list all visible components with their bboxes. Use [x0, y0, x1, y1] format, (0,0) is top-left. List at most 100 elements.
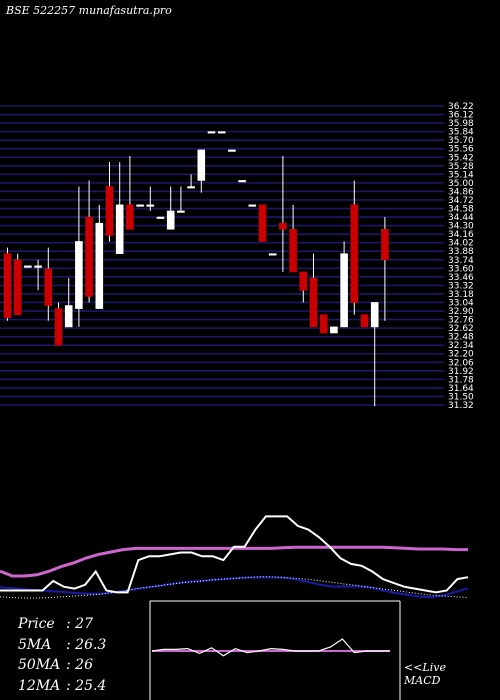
candle — [34, 259, 42, 291]
candle-body — [381, 228, 389, 261]
candle-body — [146, 204, 155, 207]
candle-body — [299, 271, 308, 291]
macd-line — [151, 638, 390, 657]
y-tick-label: 34.16 — [448, 230, 474, 240]
candle — [156, 216, 165, 219]
y-tick-label: 34.58 — [448, 205, 474, 215]
candle — [340, 241, 348, 328]
candle — [319, 314, 328, 334]
candle — [44, 247, 53, 321]
candle — [126, 156, 134, 230]
candle-body — [258, 204, 267, 242]
candle-body — [156, 216, 165, 219]
candle-body — [34, 265, 42, 268]
stat-50ma: 50MA : 26 — [18, 655, 106, 676]
y-tick-label: 35.98 — [448, 119, 474, 129]
candle-body — [115, 204, 124, 254]
candle — [177, 186, 185, 213]
candle-body — [330, 326, 338, 334]
y-tick-label: 31.50 — [448, 392, 474, 402]
candle-body — [54, 308, 63, 346]
candlestick-series — [3, 131, 389, 407]
candle — [258, 204, 267, 242]
indicator-lines — [0, 515, 469, 599]
ma12-label: 12MA — [18, 677, 61, 694]
candle — [197, 149, 206, 193]
y-tick-labels: 36.2236.1235.9835.8435.7035.5635.4235.28… — [448, 102, 474, 411]
y-tick-label: 31.32 — [448, 401, 474, 411]
candle — [166, 186, 175, 230]
y-tick-label: 35.42 — [448, 153, 474, 163]
y-tick-label: 32.62 — [448, 324, 474, 334]
candle — [54, 302, 63, 346]
candle — [381, 217, 389, 321]
strength-line — [0, 515, 469, 594]
candle — [289, 204, 297, 273]
candle — [238, 180, 246, 183]
candle-body — [85, 216, 93, 297]
y-tick-label: 33.88 — [448, 247, 474, 257]
candle-body — [289, 228, 297, 273]
candle-body — [64, 305, 73, 328]
candle — [360, 314, 369, 328]
macd-label: <<Live MACD — [404, 661, 446, 687]
ma5-value: 26.3 — [75, 636, 107, 653]
candle — [268, 253, 277, 256]
y-tick-label: 32.76 — [448, 316, 474, 326]
y-tick-label: 34.44 — [448, 213, 474, 223]
price-value: 27 — [75, 616, 93, 632]
candle-body — [228, 149, 236, 152]
candle — [75, 186, 83, 327]
stat-12ma: 12MA : 25.4 — [18, 676, 106, 697]
y-tick-label: 35.56 — [448, 145, 474, 155]
colon: : — [66, 636, 76, 653]
candle-body — [217, 131, 226, 134]
candle-body — [309, 277, 318, 328]
candle-body — [197, 149, 206, 181]
y-tick-label: 35.84 — [448, 128, 474, 138]
ma5-label: 5MA — [18, 636, 52, 653]
ma-pink-line — [0, 545, 468, 578]
y-tick-label: 34.72 — [448, 196, 474, 206]
candle — [85, 180, 93, 303]
y-tick-label: 32.48 — [448, 333, 474, 343]
stat-5ma: 5MA : 26.3 — [18, 635, 106, 656]
chart-title: BSE 522257 munafasutra.pro — [6, 4, 172, 17]
y-tick-label: 36.12 — [448, 111, 474, 121]
candle — [13, 253, 22, 315]
y-tick-label: 31.64 — [448, 384, 474, 394]
candle-body — [238, 180, 246, 183]
candle-body — [340, 253, 348, 328]
candle-body — [268, 253, 277, 256]
candle — [309, 253, 318, 328]
candle — [64, 278, 73, 328]
candle — [248, 204, 257, 207]
macd-panel — [149, 600, 401, 700]
candle-body — [24, 265, 32, 268]
y-tick-label: 33.04 — [448, 298, 474, 308]
y-tick-label: 33.18 — [448, 290, 474, 300]
y-tick-label: 33.60 — [448, 264, 474, 274]
candle — [115, 162, 124, 254]
candle-body — [360, 314, 369, 328]
candle-body — [166, 210, 175, 230]
candle — [279, 156, 287, 272]
y-tick-label: 34.30 — [448, 222, 474, 232]
y-tick-label: 36.22 — [448, 102, 474, 112]
y-tick-label: 32.20 — [448, 350, 474, 360]
candle-body — [75, 241, 83, 309]
y-tick-label: 34.02 — [448, 239, 474, 249]
y-tick-label: 32.06 — [448, 358, 474, 368]
ma-dotted-line — [0, 576, 469, 599]
candle-body — [177, 210, 185, 213]
candle-body — [187, 186, 195, 189]
ma12-value: 25.4 — [75, 677, 107, 694]
y-tick-label: 34.86 — [448, 187, 474, 197]
y-tick-label: 35.14 — [448, 170, 474, 180]
candle — [136, 204, 144, 207]
y-tick-label: 35.70 — [448, 136, 474, 146]
colon: : — [66, 657, 76, 673]
candle — [146, 186, 155, 211]
candle-body — [3, 253, 12, 319]
